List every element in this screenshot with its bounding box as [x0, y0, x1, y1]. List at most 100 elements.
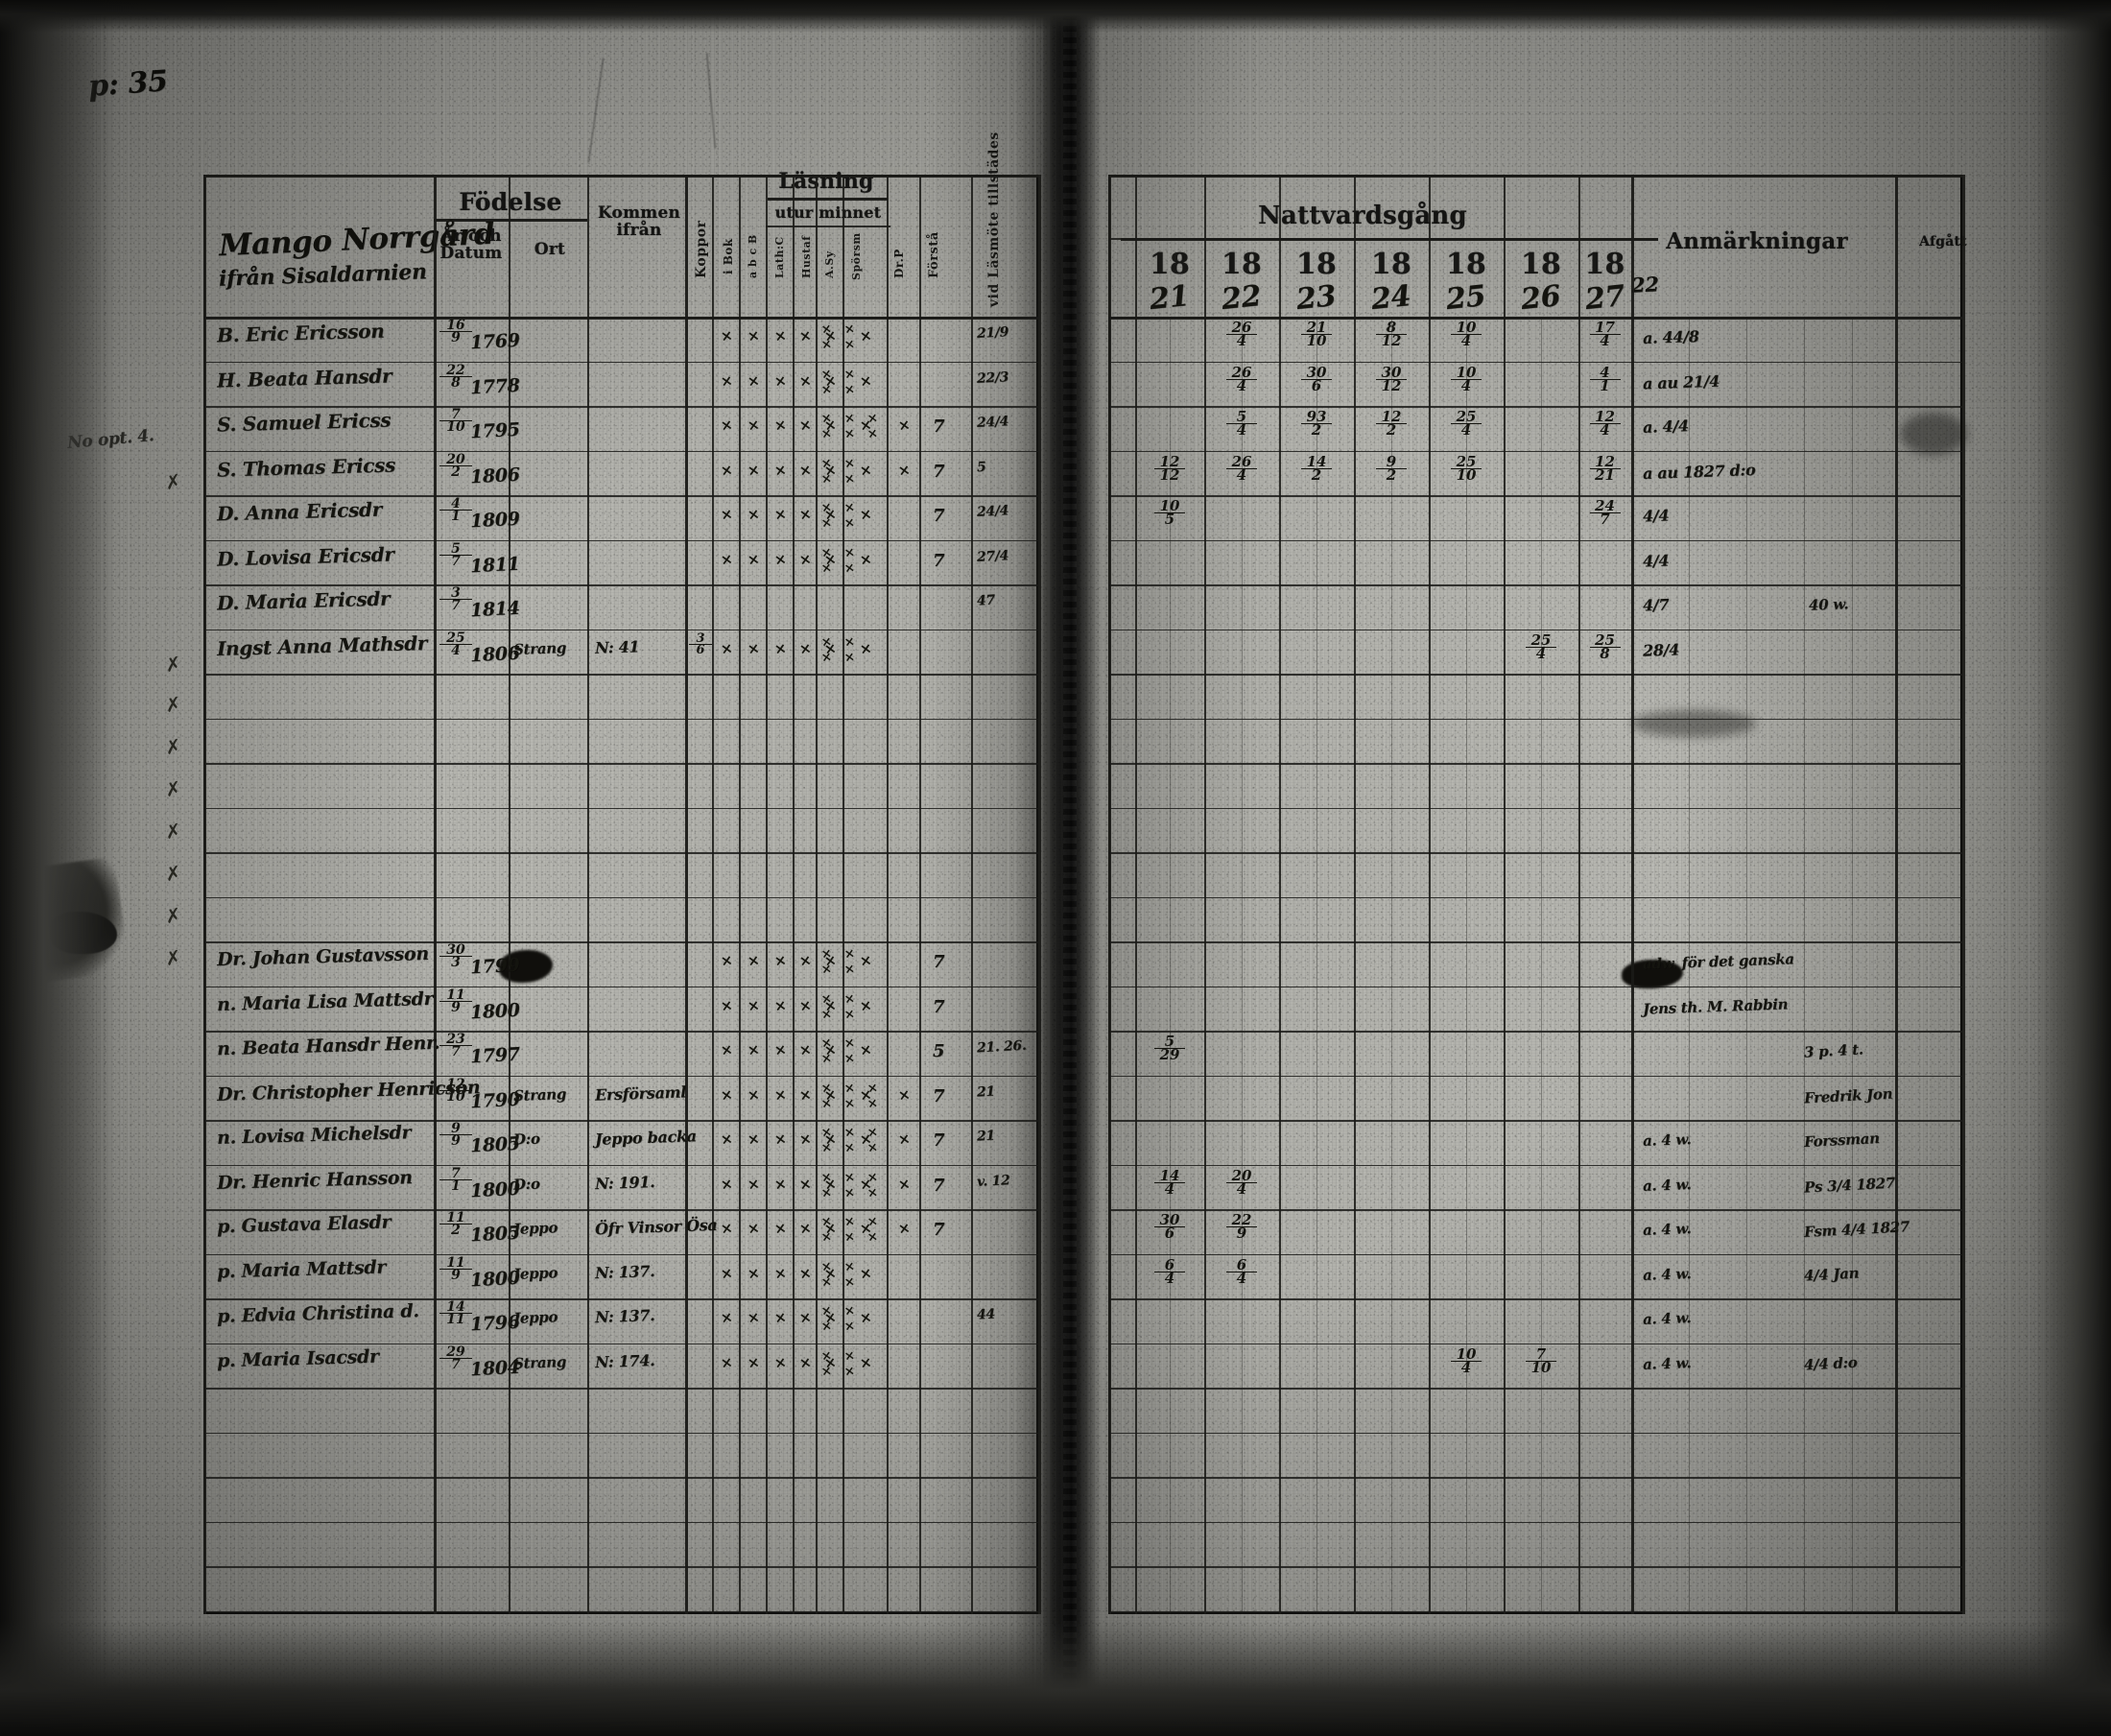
- grid-hline: [203, 1075, 1038, 1078]
- row-name: D. Anna Ericsdr: [216, 497, 383, 526]
- lasning-check: ×: [746, 1040, 761, 1059]
- lasning-check: ×: [719, 370, 734, 391]
- header-year-1821: 1821: [1148, 248, 1192, 318]
- communion-date: 10 4: [1451, 320, 1482, 348]
- minne-check: ×: [866, 411, 880, 427]
- grid-hline: [1108, 807, 1962, 810]
- grid-hline: [203, 986, 1038, 988]
- grid-hline: [203, 361, 1038, 364]
- header-lasning-drp: Dr.P: [892, 249, 906, 278]
- lasning-check: ×: [772, 1174, 788, 1194]
- margin-cross: ✗: [163, 775, 183, 802]
- grid-hline: [1108, 1031, 1962, 1033]
- row-birth-year: 1809: [469, 508, 521, 533]
- grid-hline: [203, 175, 1038, 178]
- grid-hline: [203, 450, 1038, 453]
- header-year-1827: 1827: [1583, 248, 1626, 318]
- minne-check: ×: [819, 321, 834, 338]
- grid-hline: [1108, 406, 1962, 408]
- minne-check: ×: [842, 1184, 857, 1201]
- grid-hline: [203, 1120, 1038, 1122]
- grid-hline: [203, 1031, 1038, 1033]
- minne-check: ×: [819, 1319, 834, 1335]
- lasning-check: ×: [858, 638, 873, 658]
- lasning-check: ×: [746, 951, 761, 970]
- row-birth-fraction: 30 3: [439, 943, 472, 969]
- communion-date: 26 4: [1226, 365, 1257, 392]
- grid-hline: [1108, 674, 1962, 676]
- minne-check: ×: [819, 1273, 834, 1291]
- header-lasning-sporsm: Spörsm: [850, 232, 863, 280]
- lasning-check: ×: [772, 370, 788, 391]
- lasning-check: ×: [797, 1130, 813, 1149]
- grid-vline-faint: [1170, 317, 1171, 1614]
- minne-check: ×: [842, 1169, 857, 1186]
- row-lasmote-note: 21: [976, 1083, 996, 1100]
- lasning-check: ×: [797, 416, 813, 435]
- row-name: S. Samuel Ericss: [216, 408, 391, 437]
- minne-check: ×: [866, 1184, 880, 1201]
- row-name: D. Lovisa Ericsdr: [216, 541, 394, 571]
- minne-check: ×: [819, 1051, 834, 1067]
- lasning-check: ×: [858, 326, 873, 345]
- communion-date: 12 21: [1589, 454, 1621, 482]
- grid-vline: [1204, 175, 1206, 1614]
- lasning-check: ×: [797, 460, 813, 480]
- communion-date: 25 4: [1526, 632, 1556, 660]
- grid-hline: [1108, 1298, 1962, 1300]
- lasning-check: ×: [858, 1352, 873, 1372]
- row-kommen-ifran: N: 137.: [594, 1305, 655, 1327]
- grid-hline: [203, 1521, 1038, 1524]
- grid-hline: [1108, 1566, 1962, 1568]
- header-lasning-asy: A.Sy: [823, 250, 836, 278]
- lasning-check: ×: [746, 1308, 761, 1327]
- margin-cross: ✗: [163, 944, 183, 971]
- grid-vline: [1429, 175, 1431, 1614]
- lasning-check: ×: [772, 549, 788, 569]
- lasning-check: ×: [746, 416, 761, 435]
- grid-hline: [1108, 175, 1962, 178]
- grid-vline: [712, 175, 714, 1614]
- grid-hline: [1108, 1075, 1962, 1078]
- header-utur-minnet: utur minnet: [774, 203, 882, 222]
- left-shadow: [0, 0, 115, 1736]
- header-fodelse: Födelse: [459, 188, 562, 216]
- minne-check: ×: [842, 366, 857, 383]
- margin-cross: ✗: [163, 860, 183, 887]
- lasning-check: ×: [772, 995, 788, 1015]
- minne-check: ×: [842, 337, 857, 353]
- lasning-check: ×: [719, 416, 734, 435]
- row-birth-year: 1814: [469, 597, 521, 622]
- grid-hline: [1108, 1477, 1962, 1479]
- row-kommen-ifran: N: 41: [594, 636, 640, 657]
- grid-hline: [203, 495, 1038, 497]
- bottom-shadow: [0, 1621, 2111, 1736]
- lasning-check: ×: [797, 638, 813, 658]
- row-forsta: 7: [933, 461, 945, 482]
- lasning-check: ×: [746, 1219, 761, 1238]
- annotation-text: a. 4 w.: [1642, 1309, 1692, 1328]
- grid-hline: [1108, 539, 1962, 542]
- lasning-check: ×: [719, 995, 734, 1015]
- minne-check: ×: [866, 1140, 880, 1156]
- annotation-text: a. 4 w.: [1642, 1264, 1692, 1284]
- minne-check: ×: [842, 1125, 857, 1141]
- grid-vline: [919, 175, 921, 1614]
- grid-vline: [793, 175, 795, 1614]
- annotation-text: 4/7: [1642, 595, 1670, 615]
- minne-check: ×: [842, 962, 857, 978]
- lasning-check: ×: [772, 505, 788, 524]
- row-birth-fraction: 23 7: [439, 1033, 472, 1058]
- minne-check: ×: [819, 470, 834, 488]
- grid-vline: [1038, 175, 1041, 1614]
- lasning-check: ×: [797, 1219, 813, 1238]
- extra-year-mark: 22: [1630, 272, 1660, 297]
- minne-check: ×: [819, 544, 834, 561]
- lasning-check: ×: [719, 505, 734, 524]
- grid-vline-faint: [1466, 317, 1467, 1614]
- grid-vline: [1135, 175, 1137, 1614]
- grid-hline: [1108, 1343, 1962, 1345]
- grid-hline: [203, 941, 1038, 943]
